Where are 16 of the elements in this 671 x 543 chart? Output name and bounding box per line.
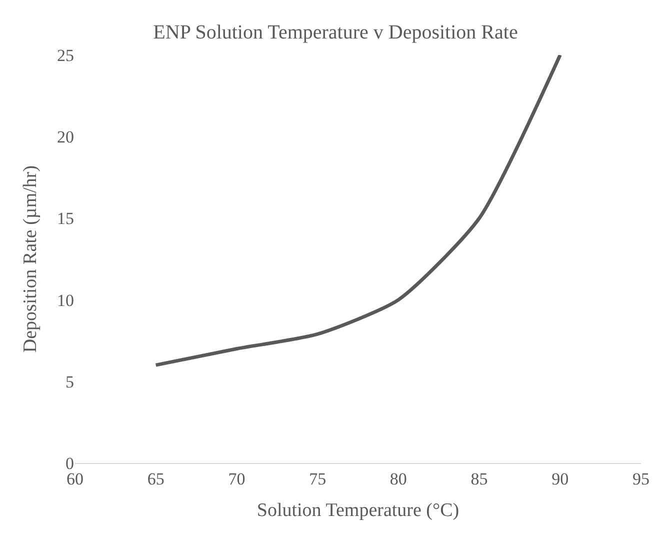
chart-title: ENP Solution Temperature v Deposition Rate [153, 21, 518, 44]
x-axis-title: Solution Temperature (°C) [256, 500, 460, 522]
y-axis-title: Deposition Rate (µm/hr) [20, 165, 41, 353]
x-tick-label: 65 [147, 469, 164, 488]
x-tick-label: 90 [552, 469, 569, 488]
y-tick-label: 5 [66, 372, 74, 392]
x-tick-label: 85 [470, 469, 488, 488]
y-tick-label: 25 [57, 46, 74, 65]
y-tick-label: 10 [57, 290, 74, 310]
x-tick-label: 80 [390, 469, 407, 488]
x-tick-label: 70 [228, 469, 246, 488]
x-tick-label: 75 [309, 469, 326, 488]
y-tick-label: 15 [57, 209, 74, 228]
y-tick-label: 20 [57, 128, 74, 147]
line-series [154, 55, 562, 367]
x-tick-label: 95 [632, 469, 650, 488]
